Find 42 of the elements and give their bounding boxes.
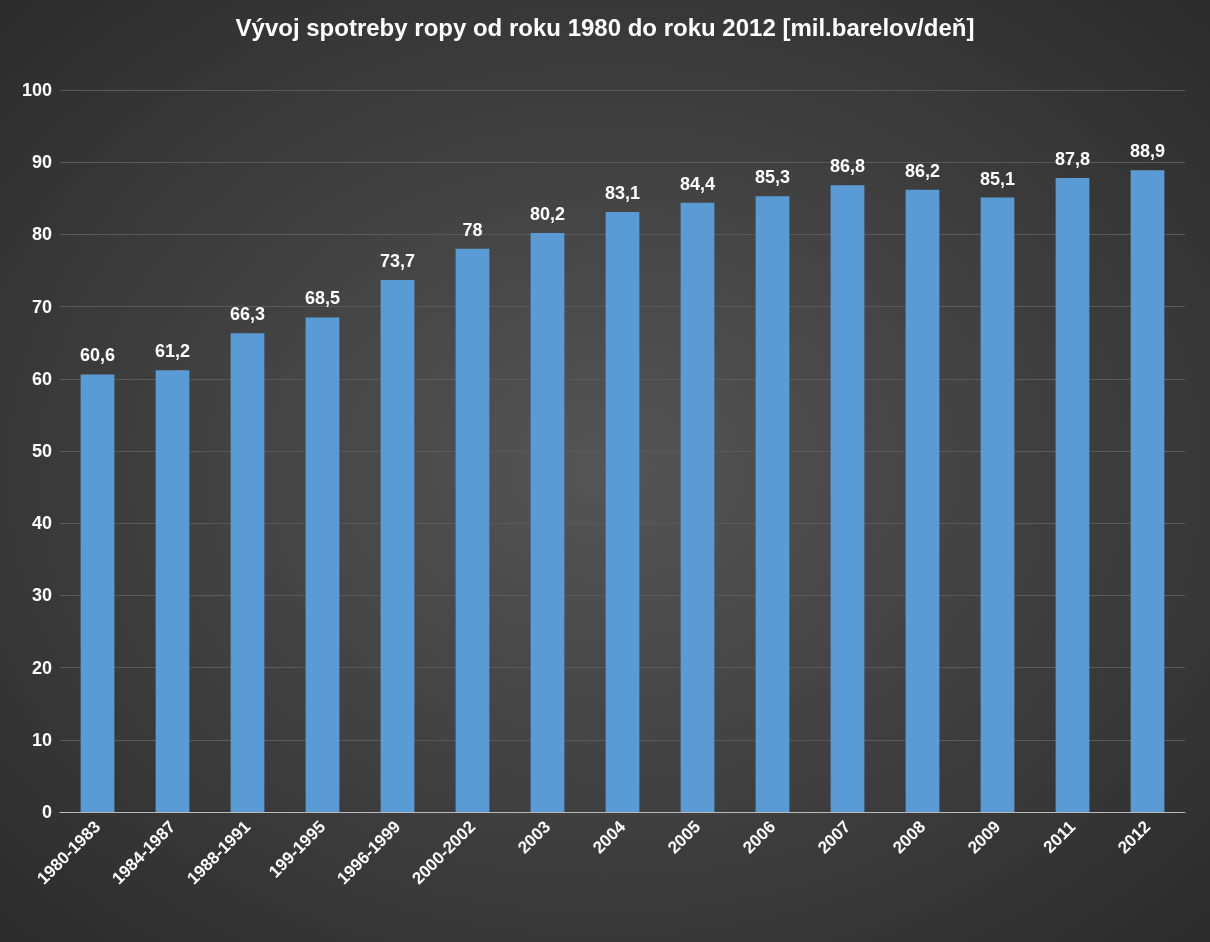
data-label: 85,1	[979, 168, 1016, 189]
data-label: 87,8	[1054, 149, 1091, 170]
bar	[230, 333, 265, 812]
y-tick-label: 100	[21, 80, 52, 100]
bar	[80, 374, 115, 812]
data-label: 80,2	[529, 203, 566, 224]
y-tick-label: 80	[31, 224, 52, 245]
y-tick-label: 50	[31, 441, 52, 461]
y-tick-label: 20	[31, 657, 52, 678]
data-label: 61,2	[154, 341, 191, 362]
bar	[830, 185, 865, 812]
bar	[755, 196, 790, 812]
bar	[680, 202, 715, 812]
bar	[305, 317, 340, 812]
bar	[905, 189, 940, 812]
bar	[455, 248, 490, 812]
bar	[1130, 170, 1165, 812]
data-label: 73,7	[379, 250, 416, 271]
data-label: 60,6	[79, 345, 116, 366]
y-tick-label: 90	[31, 152, 52, 173]
data-label: 84,4	[679, 173, 716, 194]
bar	[530, 232, 565, 812]
y-tick-label: 0	[41, 802, 52, 822]
y-tick-label: 10	[31, 729, 52, 750]
data-label: 66,3	[229, 304, 266, 325]
data-label: 86,8	[829, 156, 866, 177]
y-tick-label: 60	[31, 368, 52, 389]
data-label: 68,5	[304, 288, 341, 309]
data-label: 83,1	[604, 183, 641, 204]
chart-title: Vývoj spotreby ropy od roku 1980 do roku 2012 [mil.barelov/deň]	[235, 13, 975, 41]
data-label: 86,2	[904, 160, 941, 181]
y-tick-label: 70	[31, 296, 52, 317]
data-label: 85,3	[754, 167, 791, 188]
bar	[605, 212, 640, 812]
bar	[1055, 178, 1090, 812]
data-label: 88,9	[1129, 141, 1166, 162]
bar	[155, 370, 190, 812]
y-tick-label: 40	[31, 513, 52, 534]
y-tick-label: 30	[31, 585, 52, 606]
bar	[980, 197, 1015, 812]
data-label: 78	[462, 219, 483, 240]
bar	[380, 279, 415, 812]
